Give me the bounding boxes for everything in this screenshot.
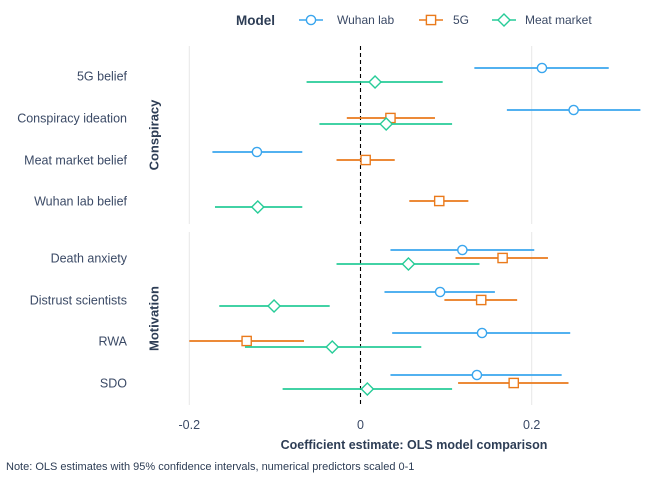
term-label: SDO: [100, 377, 127, 391]
coefficient-marks: [189, 62, 641, 396]
point-estimate: [267, 299, 282, 313]
term-label: Wuhan lab belief: [34, 195, 127, 209]
point-estimate: [476, 327, 488, 339]
legend-item: Wuhan lab: [299, 13, 394, 27]
point-estimate: [360, 382, 375, 396]
grid-layer: [188, 46, 533, 405]
point-estimate: [471, 369, 483, 381]
point-estimate: [475, 294, 487, 306]
point-estimate: [434, 286, 446, 298]
point-estimate: [379, 117, 394, 131]
term-labels: 5G belief Conspiracy ideation Meat market …: [17, 70, 128, 391]
chart-note: Note: OLS estimates with 95% confidence …: [6, 461, 414, 473]
series-wuhan-lab: [212, 62, 641, 381]
point-estimate: [401, 257, 416, 271]
point-estimate: [360, 154, 371, 166]
term-label: 5G belief: [77, 70, 128, 84]
term-label: Death anxiety: [51, 252, 128, 266]
x-axis: -0.2 0 0.2: [179, 418, 541, 432]
point-estimate: [497, 252, 508, 264]
point-estimate: [568, 104, 579, 116]
legend-key-marker: [305, 14, 317, 26]
point-estimate: [433, 195, 445, 207]
point-estimate: [241, 335, 252, 347]
point-estimate: [250, 200, 265, 214]
legend-label: Wuhan lab: [337, 13, 394, 27]
panel-label: Motivation: [146, 286, 161, 351]
term-label: RWA: [99, 335, 128, 349]
x-tick-label: 0.2: [523, 418, 540, 432]
point-estimate: [251, 146, 263, 158]
point-estimate: [325, 340, 340, 354]
legend-key-marker: [497, 13, 511, 27]
legend-item: 5G: [419, 13, 469, 27]
legend-items: Wuhan lab 5G Meat market: [299, 13, 592, 27]
x-axis-title: Coefficient estimate: OLS model comparis…: [281, 438, 548, 452]
term-label: Distrust scientists: [30, 294, 127, 308]
legend-label: Meat market: [525, 13, 592, 27]
point-estimate: [457, 244, 468, 256]
point-estimate: [536, 62, 548, 74]
legend-label: 5G: [453, 13, 469, 27]
term-label: Conspiracy ideation: [17, 112, 127, 126]
point-estimate: [368, 75, 383, 89]
legend: Model Wuhan lab 5G Meat market: [236, 13, 592, 28]
x-tick-label: -0.2: [179, 418, 201, 432]
legend-title: Model: [236, 13, 275, 28]
panel-label: Conspiracy: [146, 99, 161, 171]
series-meat-market: [214, 75, 480, 396]
point-estimate: [508, 377, 520, 389]
panel-strips: Conspiracy Motivation: [146, 99, 161, 351]
legend-key-marker: [425, 14, 437, 26]
legend-item: Meat market: [492, 13, 592, 27]
term-label: Meat market belief: [24, 154, 127, 168]
x-tick-label: 0: [357, 418, 364, 432]
